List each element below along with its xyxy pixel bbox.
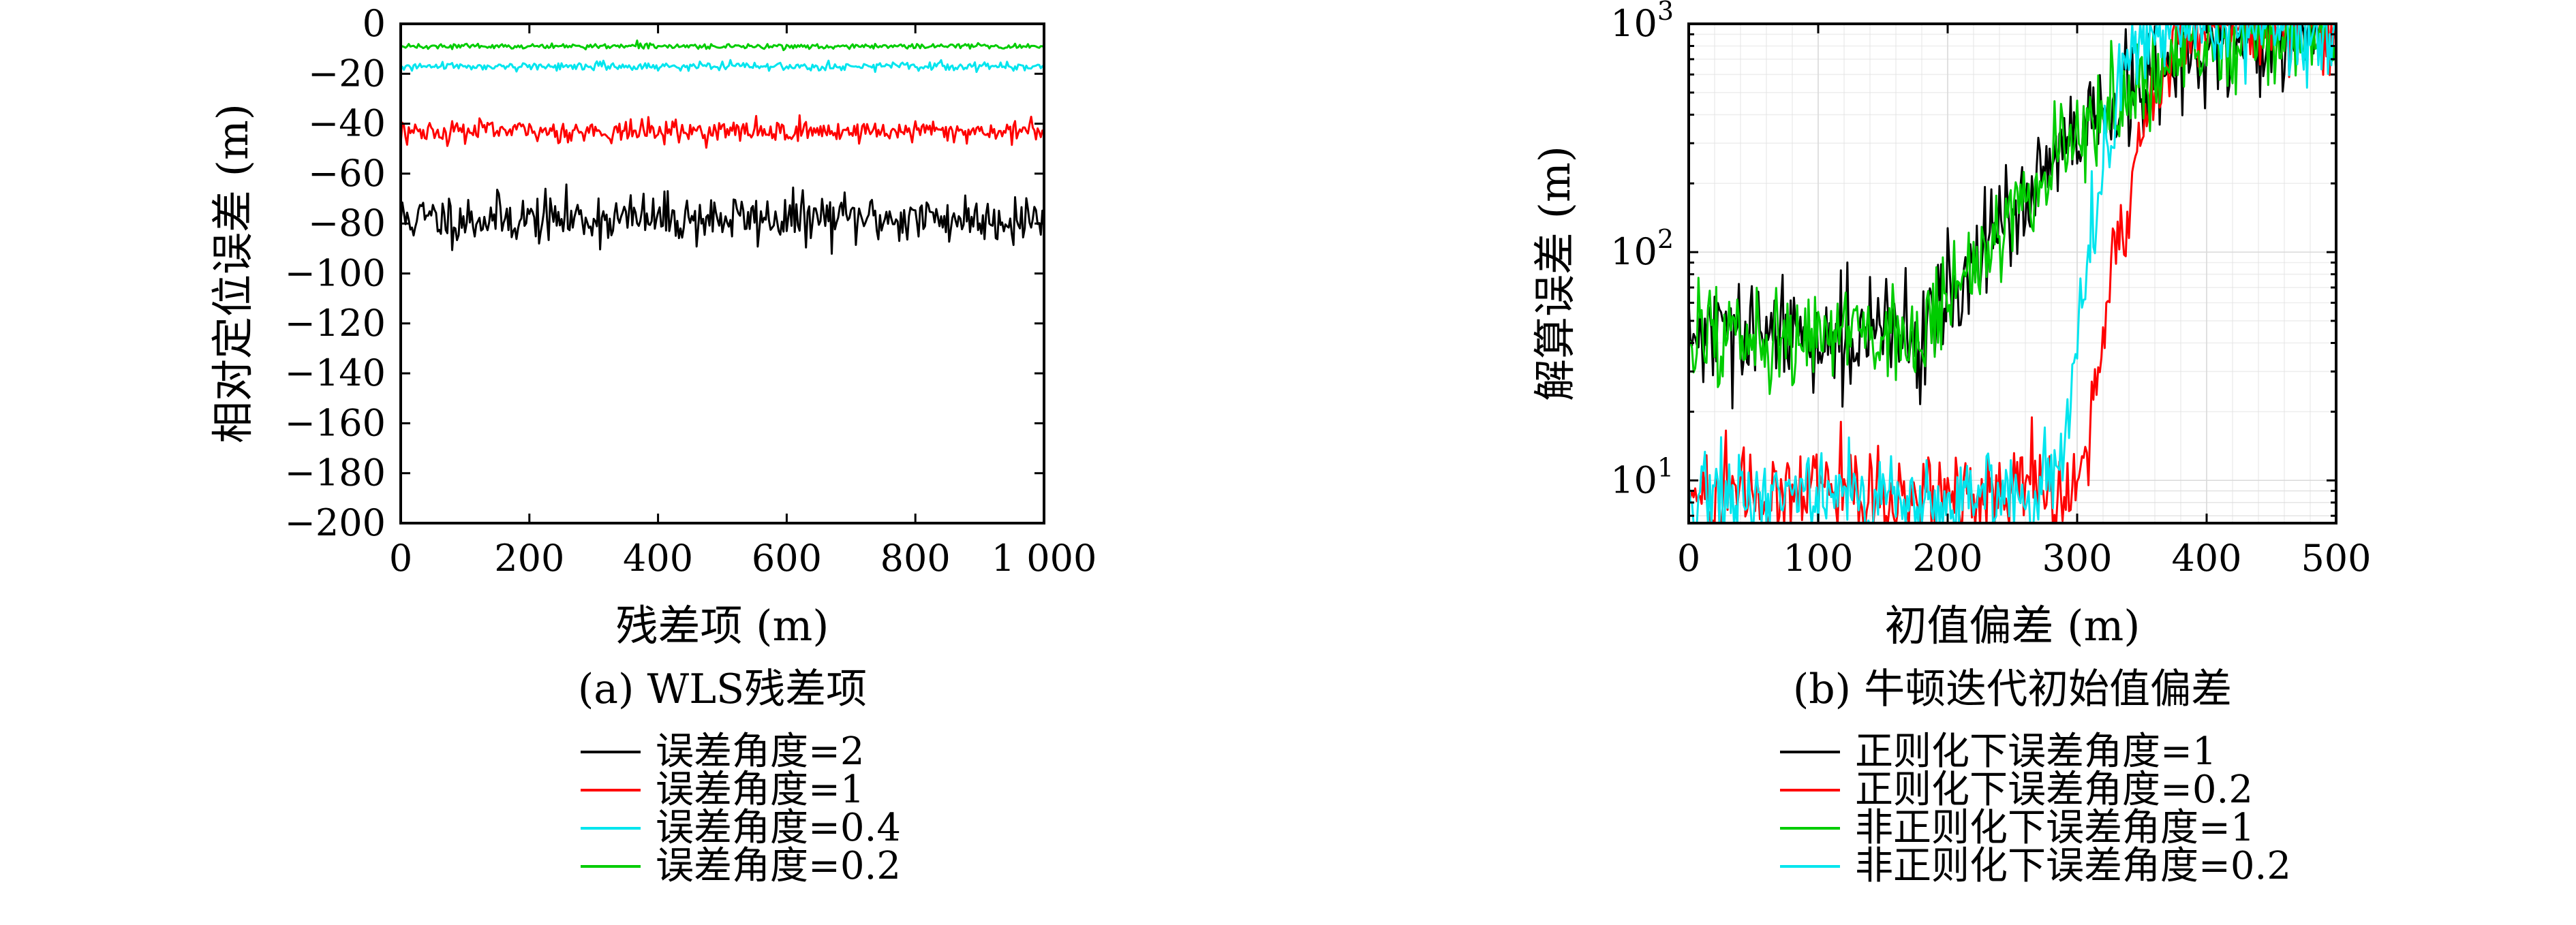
chart-a-legend-label-4: 误差角度=0.2 <box>656 844 901 888</box>
chart-a-x-tick-label: 0 <box>389 537 412 580</box>
chart-a-series <box>401 40 1044 255</box>
chart-b-legend: 正则化下误差角度=1正则化下误差角度=0.2非正则化下误差角度=1非正则化下误差… <box>1780 730 2291 888</box>
chart-a-x-tick-label: 800 <box>880 537 951 580</box>
chart-a-series-line-4 <box>401 40 1044 52</box>
chart-a-x-tick-label: 400 <box>623 537 693 580</box>
chart-b-legend-label-2: 正则化下误差角度=0.2 <box>1855 768 2253 812</box>
chart-b-x-axis-label: 初值偏差 (m) <box>1885 601 2141 650</box>
chart-a-legend-label-1: 误差角度=2 <box>656 730 865 774</box>
chart-a-legend-label-3: 误差角度=0.4 <box>656 806 901 850</box>
chart-b-y-tick-label: 102 <box>1610 224 1674 273</box>
chart-a-y-tick-label: −200 <box>285 501 386 544</box>
chart-b-series-line-3 <box>1689 24 2336 395</box>
chart-a-y-tick-label: −20 <box>308 52 386 95</box>
chart-b-grid <box>1688 23 2337 523</box>
chart-a-frame <box>399 22 1045 524</box>
chart-b-ticks: 0 100 200 300 400 500 101 102 103 <box>1610 0 2371 580</box>
chart-b-y-tick-label: 103 <box>1610 0 1674 45</box>
chart-b-x-tick-label: 100 <box>1783 537 1853 580</box>
chart-b-legend-label-3: 非正则化下误差角度=1 <box>1855 806 2255 850</box>
chart-b-series-line-4 <box>1689 24 2336 523</box>
chart-a-x-tick-label: 1 000 <box>992 537 1097 580</box>
chart-a-y-tick-label: −100 <box>285 252 386 295</box>
chart-b-legend-label-4: 非正则化下误差角度=0.2 <box>1855 844 2291 888</box>
chart-a-series-line-2 <box>401 114 1044 149</box>
chart-a-x-tick-label: 600 <box>752 537 822 580</box>
chart-a-y-tick-label: −120 <box>285 302 386 345</box>
chart-b-caption: (b) 牛顿迭代初始值偏差 <box>1793 665 2232 713</box>
chart-a-series-line-3 <box>401 59 1044 74</box>
chart-b: 0 100 200 300 400 500 101 102 103 初值偏差 (m) 解算误差 … <box>1530 0 2372 888</box>
chart-a-y-tick-label: −180 <box>285 452 386 495</box>
chart-b-y-axis-label: 解算误差 (m) <box>1530 146 1580 401</box>
chart-a-y-tick-label: −40 <box>308 102 386 145</box>
chart-b-y-tick-label: 101 <box>1610 452 1674 501</box>
chart-a-y-tick-label: −80 <box>308 202 386 245</box>
chart-b-legend-label-1: 正则化下误差角度=1 <box>1855 730 2217 774</box>
chart-a-legend-label-2: 误差角度=1 <box>656 768 865 812</box>
chart-b-x-tick-label: 200 <box>1912 537 1982 580</box>
chart-a-x-axis-label: 残差项 (m) <box>616 601 829 650</box>
chart-a-x-tick-label: 200 <box>494 537 564 580</box>
chart-a-series-line-1 <box>401 183 1044 255</box>
chart-a-y-tick-label: −160 <box>285 401 386 444</box>
chart-a-y-axis-label: 相对定位误差 (m) <box>208 104 258 443</box>
chart-a: 0 200 400 600 800 1 000 0 −20 −40 −60 −80 −100 −120 −… <box>208 2 1097 888</box>
chart-a-ticks: 0 200 400 600 800 1 000 0 −20 −40 −60 −80 −100 −120 −… <box>285 2 1097 580</box>
chart-b-frame <box>1687 22 2337 524</box>
chart-b-x-tick-label: 300 <box>2042 537 2112 580</box>
chart-a-y-tick-label: −60 <box>308 152 386 195</box>
chart-a-caption: (a) WLS残差项 <box>578 665 867 713</box>
chart-b-x-tick-label: 0 <box>1677 537 1700 580</box>
chart-a-y-tick-label: −140 <box>285 351 386 394</box>
chart-a-y-tick-label: 0 <box>363 2 386 45</box>
chart-b-x-tick-label: 400 <box>2171 537 2241 580</box>
chart-b-x-tick-label: 500 <box>2301 537 2371 580</box>
